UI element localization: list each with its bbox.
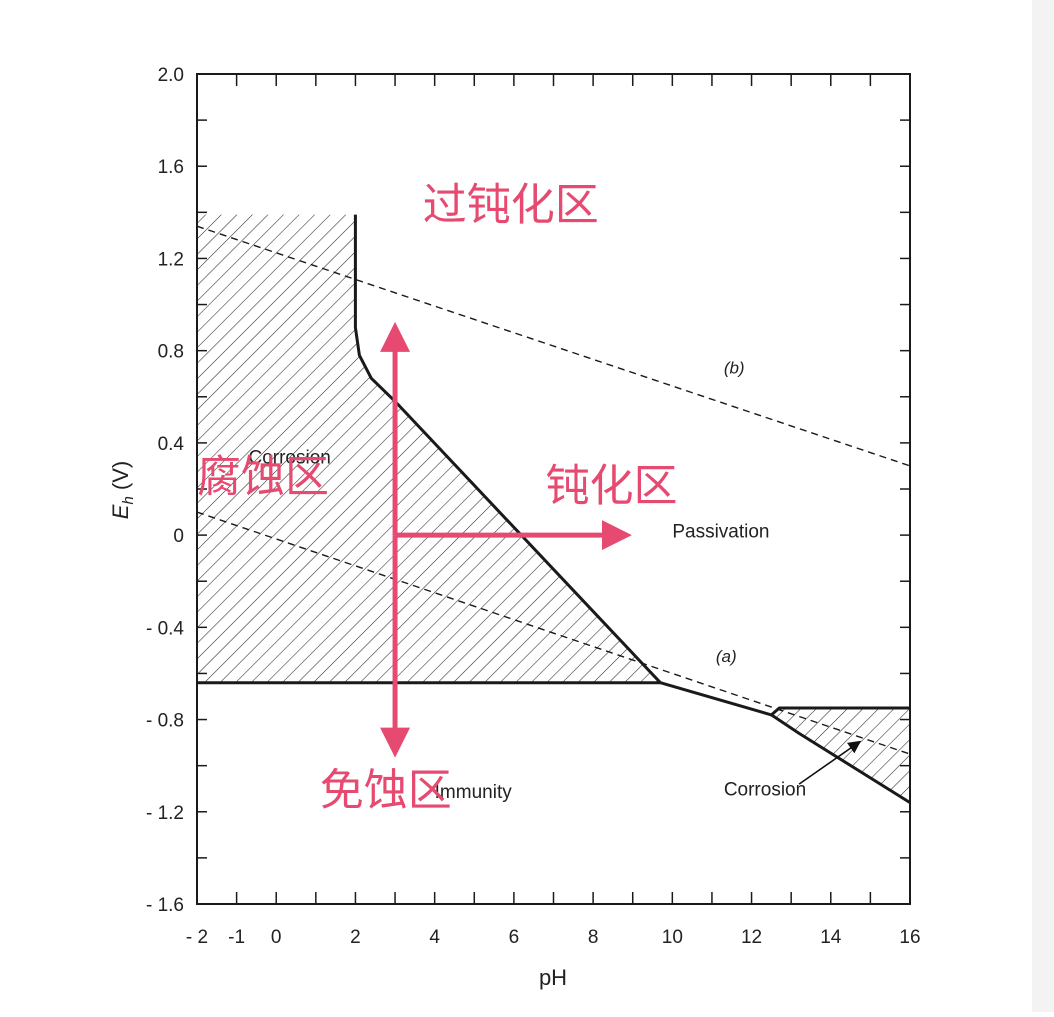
y-axis-label-sub: h xyxy=(120,496,137,504)
annotation-corrosion_left: Corrosion xyxy=(248,448,330,469)
series-boundary_acid xyxy=(353,214,662,684)
y-tick-label: - 1.6 xyxy=(146,895,184,916)
y-tick-label: - 1.2 xyxy=(146,803,184,824)
y-axis-label-unit: (V) xyxy=(108,461,133,496)
x-tick-label: 8 xyxy=(588,927,599,948)
x-tick-label: 16 xyxy=(899,927,920,948)
x-tick-label: 12 xyxy=(741,927,762,948)
x-tick-label: 14 xyxy=(820,927,842,948)
y-tick-label: - 0.4 xyxy=(146,618,184,639)
series-line_a xyxy=(197,511,910,755)
x-tick-label: 10 xyxy=(662,927,683,948)
series-boundary_alkaline_lower xyxy=(770,713,910,804)
y-tick-label: 1.2 xyxy=(158,249,184,270)
annotation-corrosion_right: Corrosion xyxy=(724,780,806,801)
x-tick-label: 6 xyxy=(509,927,520,948)
annotation-immunity: Immunity xyxy=(435,782,513,803)
zh-label-transpassive: 过钝化区 xyxy=(423,179,599,230)
series-line_b xyxy=(197,225,910,467)
series-boundary_alkaline_upper xyxy=(770,706,910,717)
y-axis-label-main: E xyxy=(108,504,133,519)
series-boundary_passive_low xyxy=(659,681,772,717)
y-tick-label: 1.6 xyxy=(158,157,184,178)
x-axis-label: pH xyxy=(539,965,567,990)
x-tick-label: 4 xyxy=(429,927,440,948)
x-tick-label: 0 xyxy=(271,927,282,948)
x-tick-label: -1 xyxy=(228,927,245,948)
zh-label-immunity: 免蚀区 xyxy=(320,765,452,816)
x-tick-label: 2 xyxy=(350,927,361,948)
y-tick-label: - 0.8 xyxy=(146,711,184,732)
y-tick-label: 0 xyxy=(173,526,184,547)
annotation-label_b: (b) xyxy=(724,359,745,378)
arrow-corrosion xyxy=(798,740,862,785)
y-axis-label: Eh (V) xyxy=(108,461,137,519)
y-tick-label: 0.8 xyxy=(158,342,184,363)
annotation-passivation: Passivation xyxy=(672,521,769,542)
zh-label-passive: 钝化区 xyxy=(546,461,678,512)
y-tick-label: 0.4 xyxy=(158,434,185,455)
region-corrosion_acid xyxy=(197,214,661,683)
x-tick-label: - 2 xyxy=(186,927,208,948)
page-edge-strip xyxy=(1032,0,1054,1012)
annotation-label_a: (a) xyxy=(716,647,737,666)
zh-label-corrosion: 腐蚀区 xyxy=(197,451,329,502)
y-tick-label: 2.0 xyxy=(158,65,184,86)
